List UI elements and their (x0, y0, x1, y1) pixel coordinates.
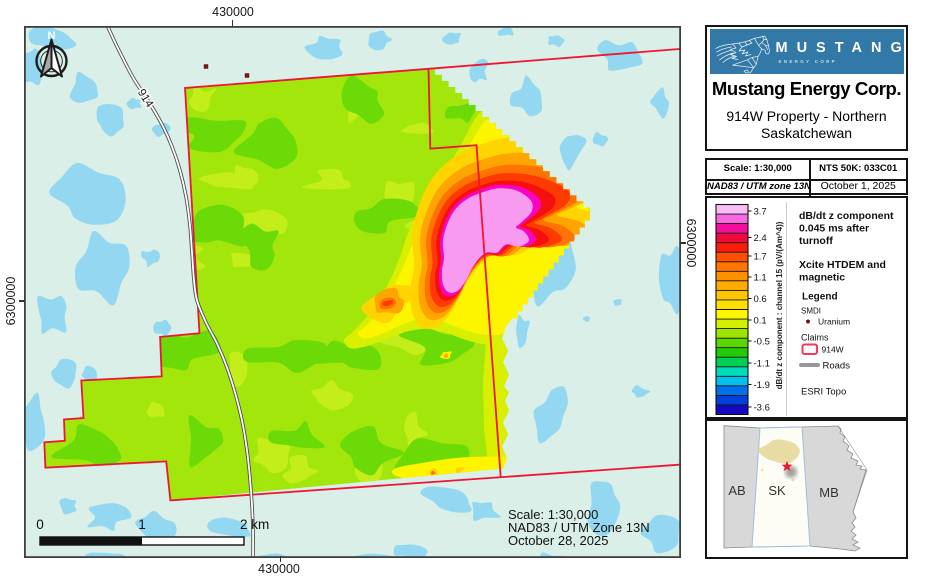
svg-text:-3.6: -3.6 (754, 402, 770, 413)
svg-text:0.045 ms after: 0.045 ms after (799, 222, 869, 234)
svg-text:1.1: 1.1 (754, 272, 767, 283)
svg-text:3.7: 3.7 (754, 206, 767, 217)
svg-text:0.6: 0.6 (754, 294, 767, 305)
svg-text:0.1: 0.1 (754, 315, 767, 326)
svg-text:October 28, 2025: October 28, 2025 (508, 533, 608, 548)
svg-text:1: 1 (138, 517, 146, 532)
svg-text:MB: MB (819, 485, 839, 500)
svg-text:Legend: Legend (802, 291, 838, 302)
svg-text:2 km: 2 km (240, 517, 269, 532)
svg-text:Scale: 1:30,000: Scale: 1:30,000 (508, 507, 598, 522)
svg-text:N: N (48, 30, 56, 42)
svg-text:-1.1: -1.1 (754, 358, 770, 369)
svg-text:dB/dt z component: dB/dt z component (799, 210, 894, 222)
svg-text:Roads: Roads (823, 360, 851, 371)
svg-text:magnetic: magnetic (799, 271, 845, 283)
svg-text:turnoff: turnoff (799, 235, 833, 247)
svg-text:AB: AB (728, 483, 745, 498)
svg-text:2.4: 2.4 (754, 233, 767, 244)
svg-text:1.7: 1.7 (754, 251, 767, 262)
svg-text:0: 0 (36, 517, 44, 532)
svg-text:-0.5: -0.5 (754, 336, 770, 347)
svg-text:Claims: Claims (801, 332, 829, 342)
svg-text:914W: 914W (822, 344, 844, 354)
svg-text:-1.9: -1.9 (754, 380, 770, 391)
svg-text:NAD83 / UTM Zone 13N: NAD83 / UTM Zone 13N (508, 520, 650, 535)
svg-text:Uranium: Uranium (818, 316, 850, 326)
svg-text:dB/dt z component : channel 15: dB/dt z component : channel 15 (pV/(Am^4… (775, 221, 784, 389)
svg-text:ESRI Topo: ESRI Topo (801, 386, 846, 397)
svg-text:Xcite HTDEM and: Xcite HTDEM and (799, 259, 886, 271)
svg-text:SK: SK (768, 483, 786, 498)
svg-text:SMDI: SMDI (801, 306, 821, 315)
